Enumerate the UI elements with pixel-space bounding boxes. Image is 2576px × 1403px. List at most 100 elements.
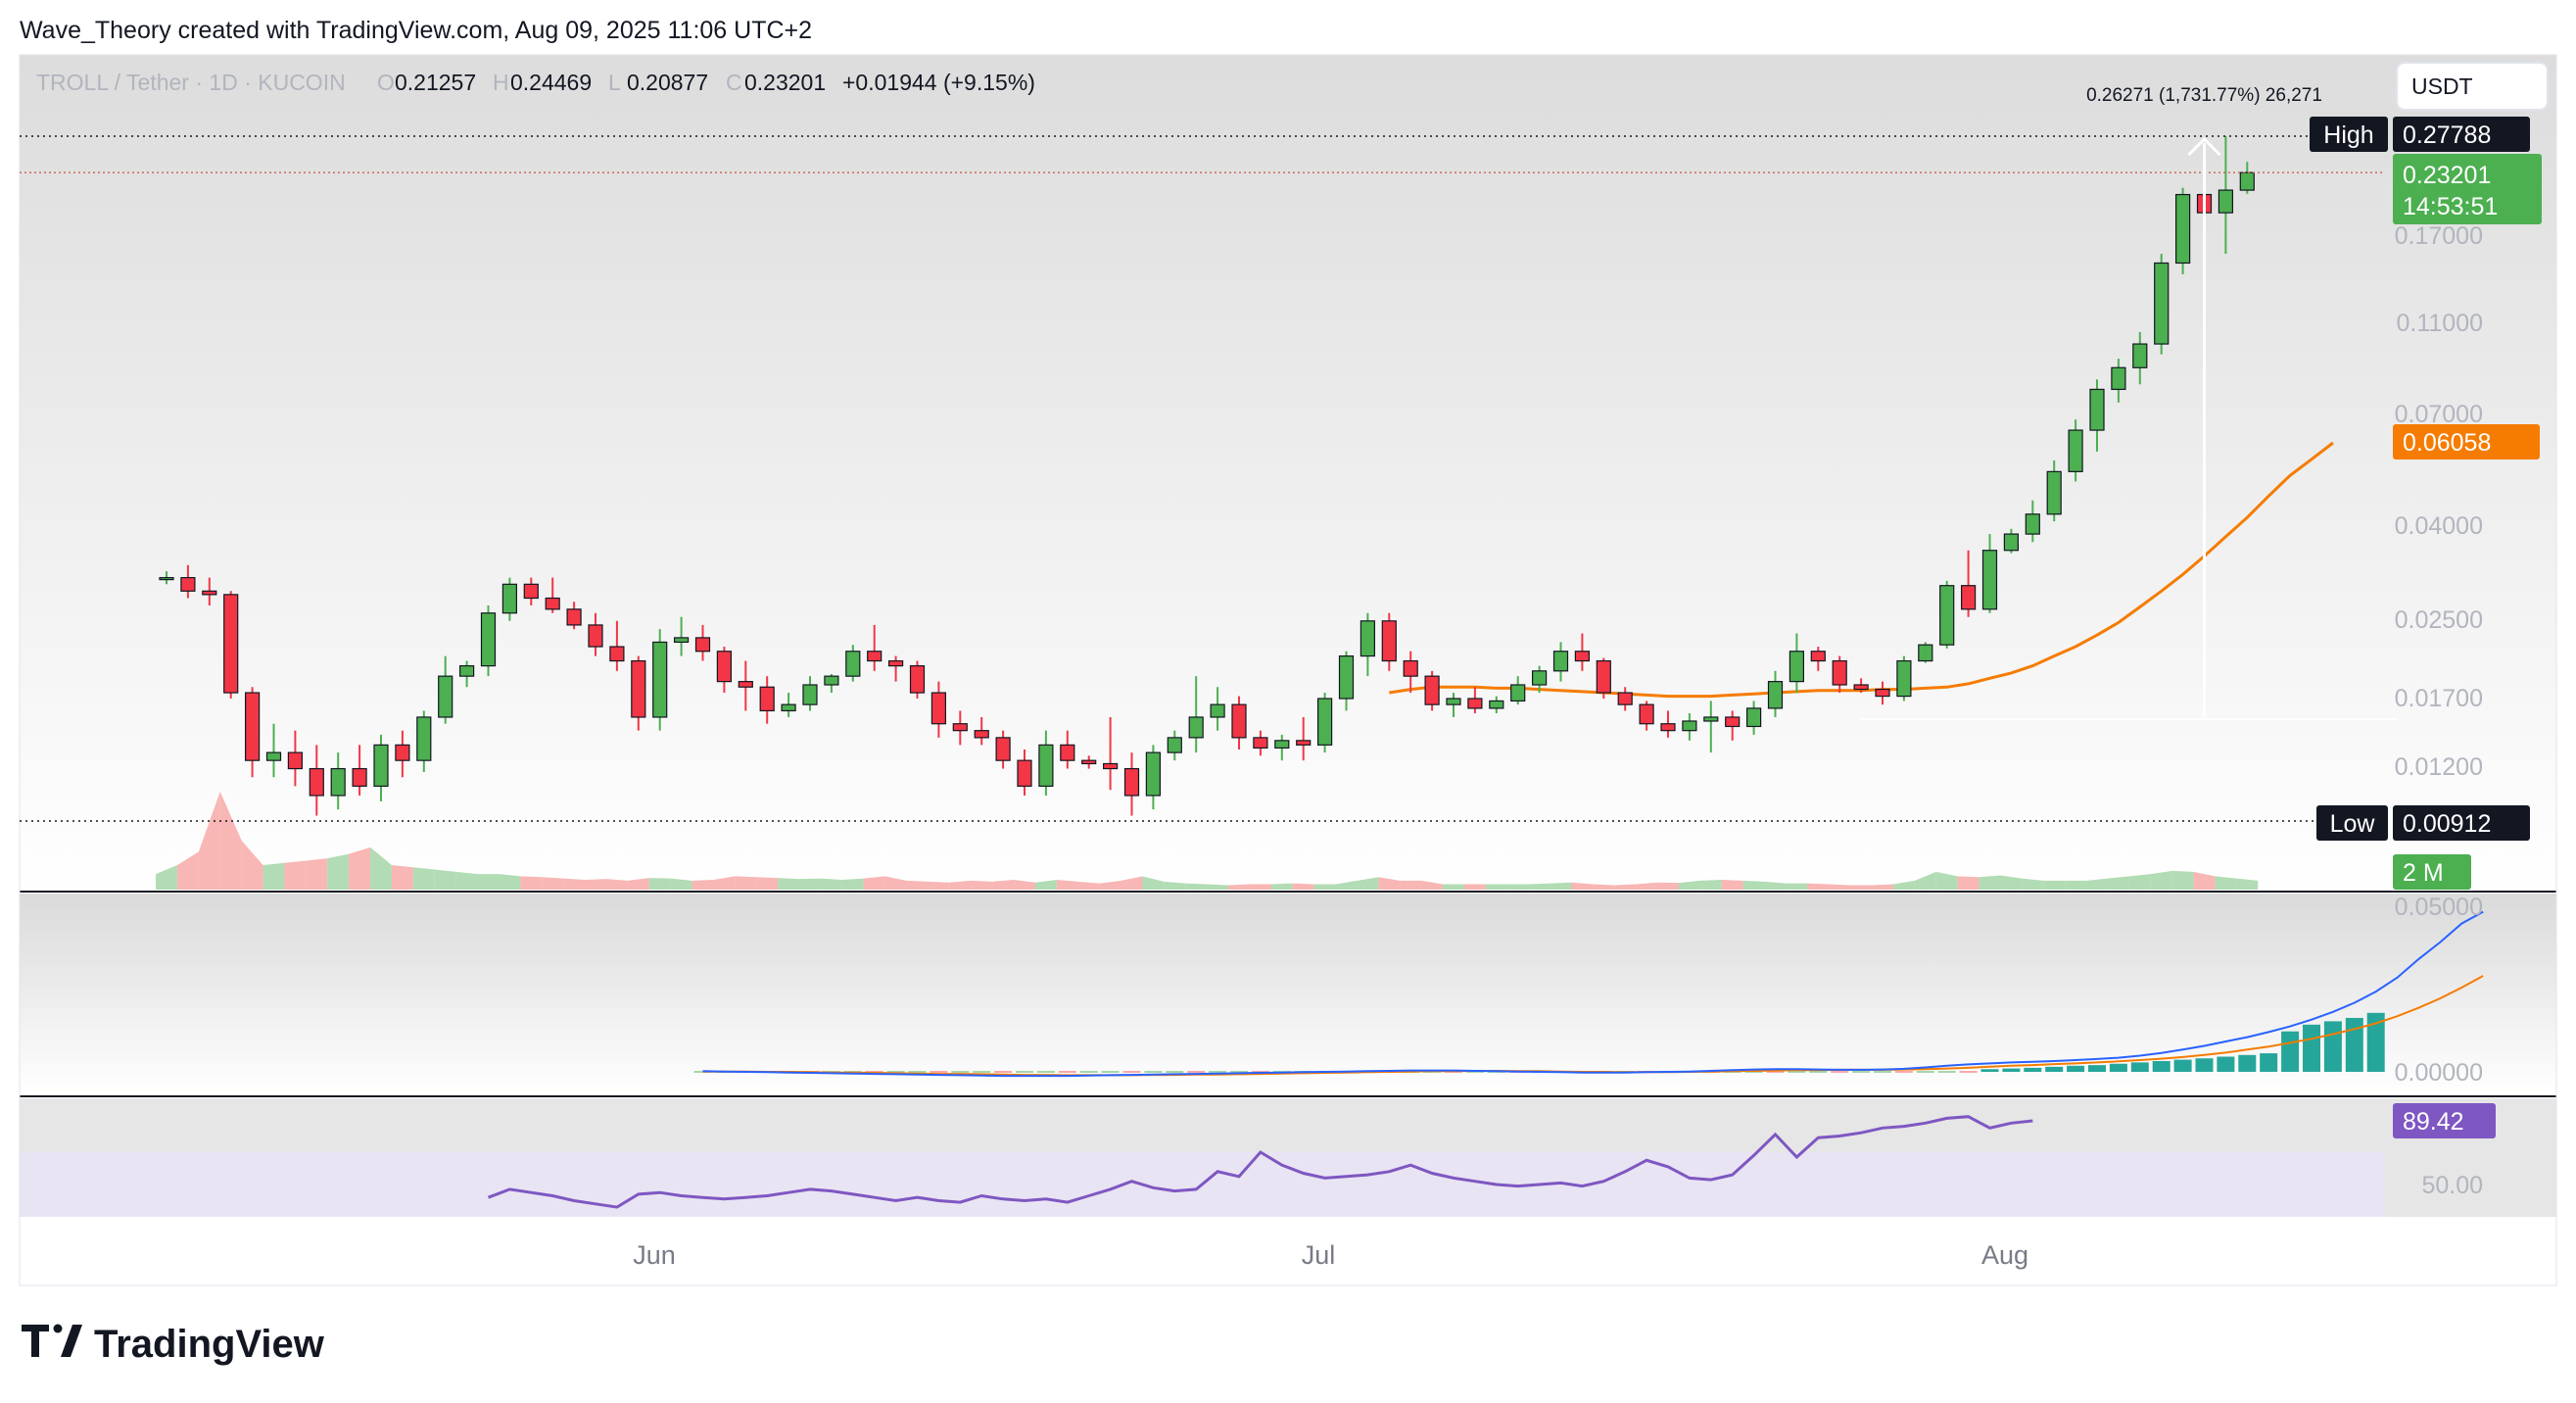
volume-tag-text: 2 M xyxy=(2403,859,2444,887)
ohlc-legend: TROLL / Tether · 1D · KUCOIN O 0.21257 H… xyxy=(36,70,1035,95)
volume-segment xyxy=(778,878,800,890)
candle xyxy=(952,710,968,746)
low-price-tag: 0.00912 xyxy=(2393,805,2530,841)
rsi-tick-label: 50.00 xyxy=(2421,1172,2483,1199)
volume-segment xyxy=(799,878,821,890)
candle xyxy=(1617,687,1633,711)
macd-histogram-bar xyxy=(1809,1071,1828,1073)
candle xyxy=(2132,331,2148,385)
candle-body xyxy=(1875,688,1890,698)
candle xyxy=(1918,642,1933,663)
candle-body xyxy=(1316,698,1333,746)
volume-segment xyxy=(1077,881,1100,890)
candle-body xyxy=(2239,171,2255,191)
volume-segment xyxy=(1721,880,1743,890)
measure-arrow-head xyxy=(2187,136,2221,157)
time-axis[interactable]: Jun Jul Aug xyxy=(633,1240,2028,1270)
last-price-tag-bg xyxy=(2393,154,2542,224)
macd-histogram-bar xyxy=(1852,1071,1871,1073)
macd-histogram-bar xyxy=(2173,1059,2192,1072)
rsi-pane xyxy=(487,1115,2033,1209)
volume-segment xyxy=(198,792,220,890)
change-value: +0.01944 (+9.15%) xyxy=(842,70,1035,95)
volume-segment xyxy=(1872,884,1893,890)
price-axis[interactable]: 0.17000 0.11000 0.07000 0.04000 0.02500 0.017… xyxy=(2310,117,2542,1199)
volume-segment xyxy=(241,841,263,890)
open-value: 0.21257 xyxy=(395,70,476,95)
low-tag: Low xyxy=(2316,805,2388,841)
volume-segment xyxy=(884,876,907,890)
candle xyxy=(287,730,303,787)
candle-body xyxy=(1102,762,1119,770)
candle-body xyxy=(781,703,796,712)
tradingview-logo[interactable]: TradingView xyxy=(22,1323,325,1366)
candle xyxy=(1188,676,1204,753)
high-letter: H xyxy=(493,70,509,95)
currency-button[interactable]: USDT xyxy=(2396,62,2549,111)
candle xyxy=(1081,755,1097,769)
candle xyxy=(738,660,753,711)
candle-body xyxy=(2175,193,2191,265)
candle xyxy=(373,734,389,801)
candle-body xyxy=(1896,659,1912,698)
candle xyxy=(673,616,690,656)
volume-segment xyxy=(156,865,177,890)
candle xyxy=(1981,534,1998,613)
macd-histogram-bar xyxy=(1916,1071,1934,1073)
candle-body xyxy=(1489,700,1504,709)
volume-segment xyxy=(992,880,1015,890)
candle xyxy=(2218,136,2233,254)
volume-segment xyxy=(1764,881,1787,890)
high-value: 0.24469 xyxy=(510,70,592,95)
candle-body xyxy=(802,684,818,705)
candle-body xyxy=(523,583,539,600)
volume-segment xyxy=(713,876,736,890)
candle-body xyxy=(631,659,646,718)
volume-segment xyxy=(455,871,478,890)
last-price-tag: 0.23201 14:53:51 xyxy=(2393,154,2542,224)
candle-body xyxy=(395,744,410,761)
time-axis-bg xyxy=(20,1217,2556,1285)
candle xyxy=(845,645,861,682)
candle-body xyxy=(566,608,582,626)
volume-tag-bg xyxy=(2393,854,2471,890)
close-letter: C xyxy=(726,70,742,95)
candle-body xyxy=(1381,620,1397,662)
volume-segment xyxy=(1014,880,1035,890)
volume-segment xyxy=(1786,883,1808,890)
candle-body xyxy=(652,641,668,718)
candle xyxy=(459,660,475,688)
candle-body xyxy=(974,730,989,739)
currency-label[interactable]: USDT xyxy=(2411,73,2473,99)
macd-histogram-bar xyxy=(1209,1071,1227,1073)
candle-body xyxy=(287,751,303,770)
candle xyxy=(1167,730,1182,761)
volume-segment xyxy=(670,878,692,890)
candle xyxy=(1596,657,1611,699)
volume-segment xyxy=(2193,871,2216,890)
high-price-tag: 0.27788 xyxy=(2393,117,2530,152)
macd-histogram-bar xyxy=(1166,1071,1184,1073)
volume-segment xyxy=(1914,871,1936,890)
candle-body xyxy=(1446,698,1461,705)
price-tick-label: 0.01700 xyxy=(2395,685,2483,712)
candle xyxy=(2111,359,2126,403)
candle xyxy=(1789,633,1805,694)
low-tag-text: Low xyxy=(2330,810,2376,838)
volume-segment xyxy=(1421,880,1444,890)
volume-segment xyxy=(1636,882,1658,890)
volume-segment xyxy=(306,858,328,890)
candle xyxy=(2068,419,2083,482)
high-tag-text: High xyxy=(2323,121,2373,149)
candle xyxy=(930,681,947,738)
candle xyxy=(759,676,775,724)
volume-segment xyxy=(585,879,606,890)
macd-histogram-bar xyxy=(2152,1060,2171,1072)
volume-segment xyxy=(2043,880,2066,890)
candle xyxy=(352,745,367,796)
candle xyxy=(1639,701,1654,731)
volume-segment xyxy=(434,869,456,890)
candle xyxy=(265,723,282,778)
candle xyxy=(1725,710,1741,741)
